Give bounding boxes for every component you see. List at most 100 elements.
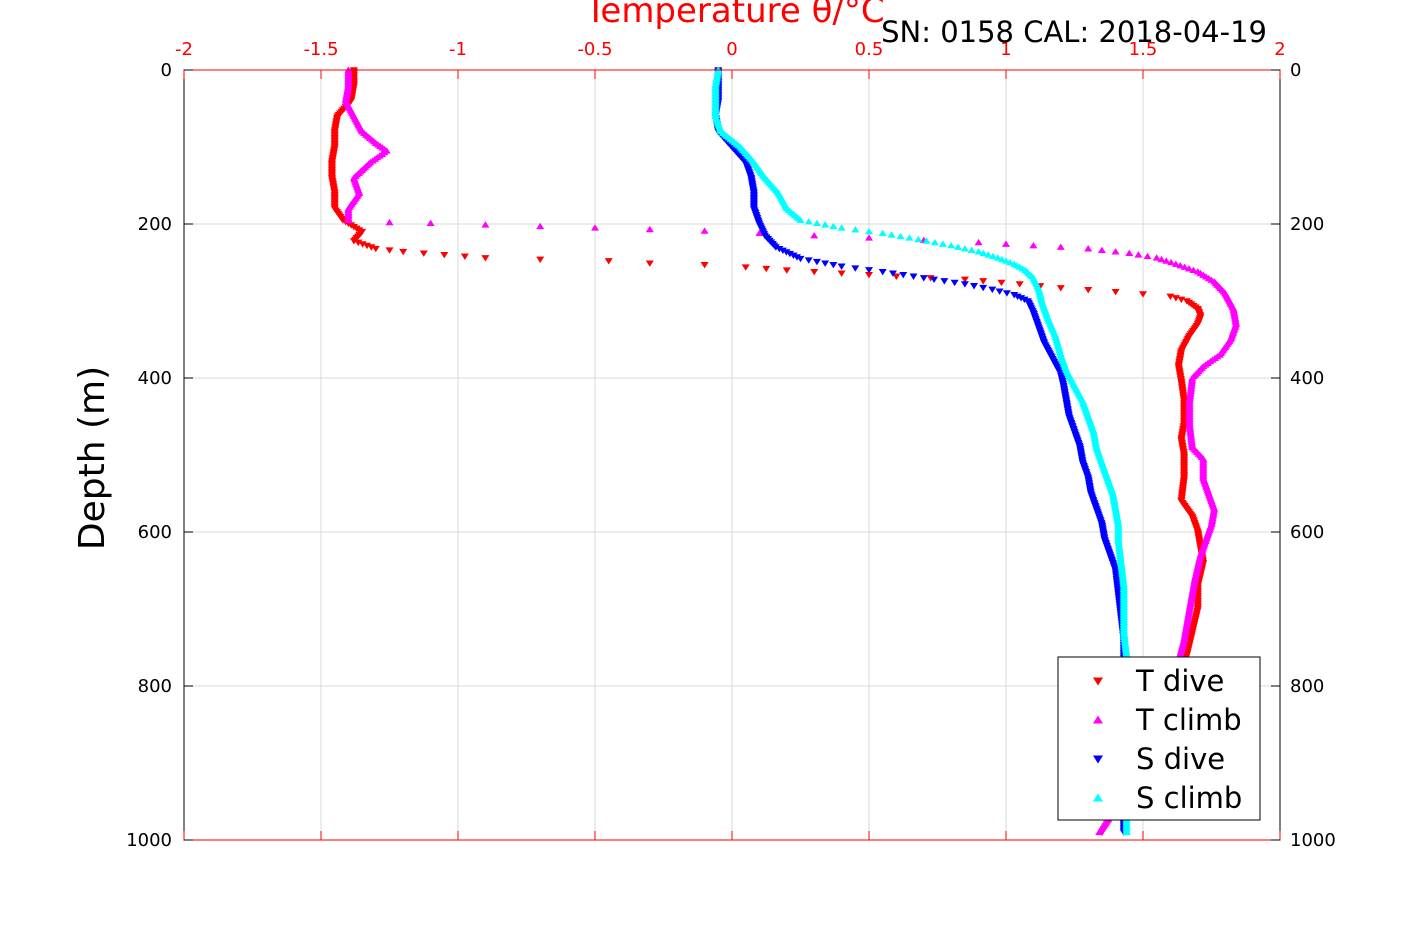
data-point [440,252,449,259]
y-tick-label-left: 400 [138,368,172,389]
data-point [1139,291,1147,298]
data-point [1134,251,1143,258]
data-point [1084,245,1093,252]
data-point [604,258,613,265]
data-point [979,249,988,257]
data-point [837,224,846,231]
data-point [878,229,887,237]
data-point [789,252,798,259]
x-tick-label: 2 [1274,39,1285,60]
data-point [645,225,654,233]
legend-label: S climb [1136,781,1242,815]
data-point [865,234,873,241]
data-point [829,222,838,230]
y-tick-label-left: 1000 [126,830,172,851]
data-point [1002,290,1011,297]
data-point [810,268,819,276]
data-point [771,244,780,251]
data-point [1176,261,1185,269]
data-point [988,252,997,260]
data-point [837,263,846,270]
data-point [700,227,709,234]
data-point [892,273,901,280]
data-point [700,262,709,269]
data-point [810,231,819,239]
data-point [988,286,997,294]
y-tick-label-left: 0 [161,60,172,81]
data-point [645,260,654,267]
data-point [938,240,947,247]
x-tick-label: 1 [1000,39,1011,60]
data-point [851,265,860,272]
data-point [419,250,428,257]
data-point [960,245,969,252]
data-point [997,279,1006,287]
data-point [1029,241,1038,249]
data-point [865,227,873,235]
data-point [385,218,394,226]
data-point [960,281,969,288]
data-point [399,248,408,256]
y-tick-label-right: 0 [1290,60,1301,81]
y-tick-label-right: 400 [1290,368,1324,389]
data-point [460,253,469,260]
data-point [896,232,905,240]
data-point [371,245,380,253]
data-point [385,247,394,254]
y-tick-label-right: 200 [1290,214,1324,235]
data-point [997,255,1006,263]
data-point [821,260,830,267]
data-point [792,254,801,261]
data-point [755,229,764,237]
y-tick-label-left: 200 [138,214,172,235]
data-point [954,243,963,250]
data-point [1097,246,1106,253]
data-point [1111,248,1120,255]
x-tick-label: -0.5 [577,39,612,60]
data-point [426,219,435,227]
data-point [930,276,939,284]
data-point [344,216,353,223]
data-point [821,221,830,228]
data-point [914,235,923,243]
data-point [785,250,794,258]
data-point [1056,285,1065,292]
y-tick-label-left: 800 [138,676,172,697]
x-tick-label: -1.5 [303,39,338,60]
data-point [919,275,928,282]
data-point [974,248,983,255]
legend-label: S dive [1136,742,1225,776]
data-point [909,273,918,280]
data-point [1122,828,1131,836]
data-point [1095,828,1104,836]
legend-label: T dive [1135,664,1224,698]
x-tick-label: -2 [175,39,193,60]
legend-box [1057,656,1261,821]
data-point [804,257,813,264]
data-point [1056,243,1065,250]
y-axis-label: Depth (m) [72,366,113,550]
data-point [804,218,813,225]
data-point [1006,258,1015,266]
data-point [888,270,897,277]
data-point [1015,281,1024,288]
data-point [782,249,791,256]
legend-marker [1093,677,1103,686]
data-point [837,270,846,277]
data-point [993,254,1002,261]
data-point [940,278,949,285]
data-point [899,272,908,279]
series-s-climb [711,66,1131,836]
data-point [1162,257,1171,264]
data-point [960,276,969,284]
data-point [1167,258,1176,266]
legend-marker [1093,715,1103,724]
data-point [1152,254,1161,261]
data-point [1002,240,1010,247]
data-point [887,231,896,238]
legend: T dive T climb S dive S climb [1057,656,1261,821]
data-point [812,258,821,266]
data-point [947,241,956,249]
data-point [762,265,771,273]
